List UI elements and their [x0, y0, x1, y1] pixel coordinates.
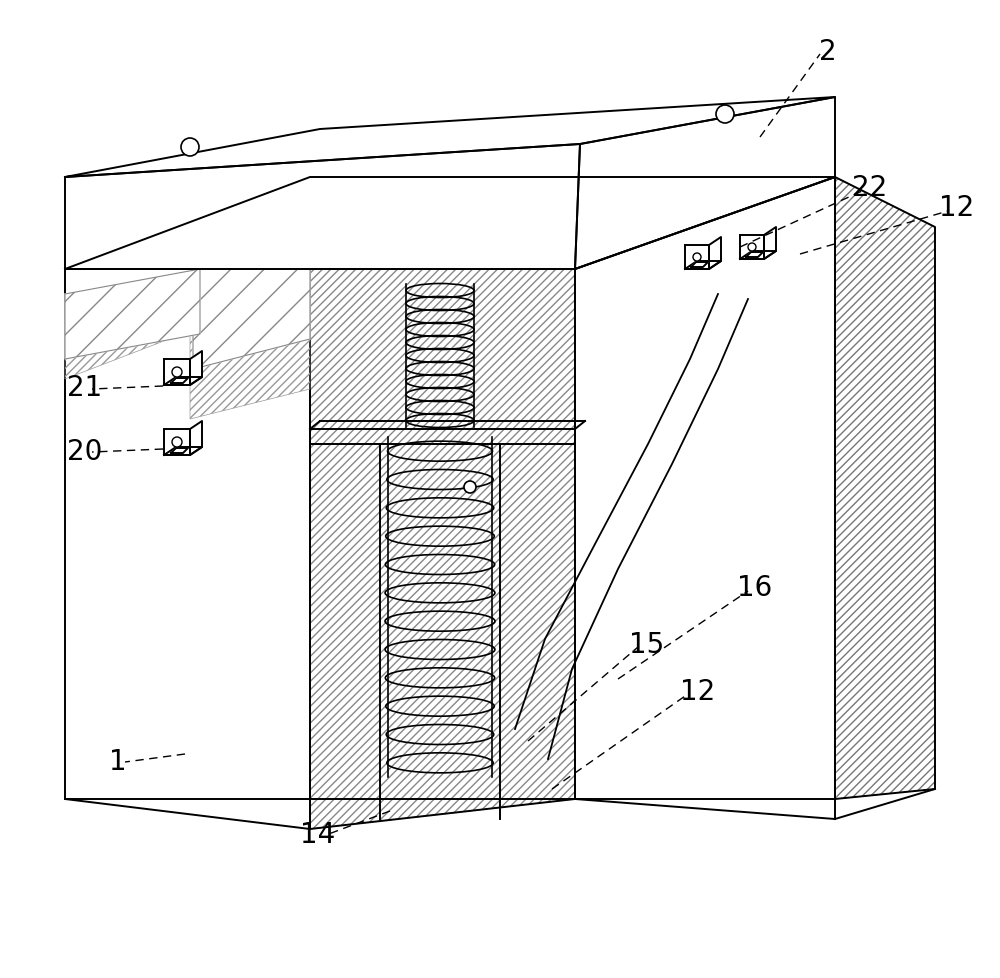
Text: 2: 2	[819, 38, 837, 66]
Text: 22: 22	[852, 174, 888, 201]
Polygon shape	[164, 378, 202, 385]
Polygon shape	[164, 429, 190, 456]
Text: 15: 15	[629, 631, 665, 658]
Circle shape	[748, 244, 756, 251]
Polygon shape	[740, 236, 764, 260]
Polygon shape	[575, 270, 835, 799]
Polygon shape	[65, 98, 835, 178]
Polygon shape	[685, 262, 721, 270]
Polygon shape	[691, 263, 708, 268]
Circle shape	[716, 106, 734, 124]
Polygon shape	[164, 360, 190, 385]
Text: 16: 16	[737, 573, 773, 601]
Polygon shape	[171, 378, 188, 383]
Polygon shape	[310, 270, 575, 829]
Polygon shape	[65, 145, 580, 270]
Polygon shape	[65, 270, 200, 360]
Circle shape	[172, 368, 182, 378]
Polygon shape	[685, 245, 709, 270]
Circle shape	[172, 437, 182, 448]
Polygon shape	[835, 178, 935, 799]
Circle shape	[464, 481, 476, 494]
Polygon shape	[764, 228, 776, 260]
Circle shape	[693, 253, 701, 262]
Text: 20: 20	[67, 437, 103, 466]
Text: 1: 1	[109, 747, 127, 776]
Polygon shape	[575, 178, 835, 799]
Polygon shape	[190, 422, 202, 456]
Polygon shape	[65, 270, 310, 829]
Polygon shape	[746, 252, 763, 258]
Polygon shape	[65, 178, 835, 270]
Polygon shape	[575, 98, 835, 270]
Polygon shape	[164, 448, 202, 456]
Circle shape	[181, 139, 199, 156]
Polygon shape	[190, 352, 202, 385]
Text: 21: 21	[67, 374, 103, 402]
Text: 12: 12	[680, 678, 716, 705]
Polygon shape	[193, 270, 310, 370]
Polygon shape	[171, 449, 188, 454]
Text: 12: 12	[939, 194, 975, 222]
Text: 14: 14	[300, 821, 336, 848]
Polygon shape	[709, 238, 721, 270]
Polygon shape	[740, 251, 776, 260]
